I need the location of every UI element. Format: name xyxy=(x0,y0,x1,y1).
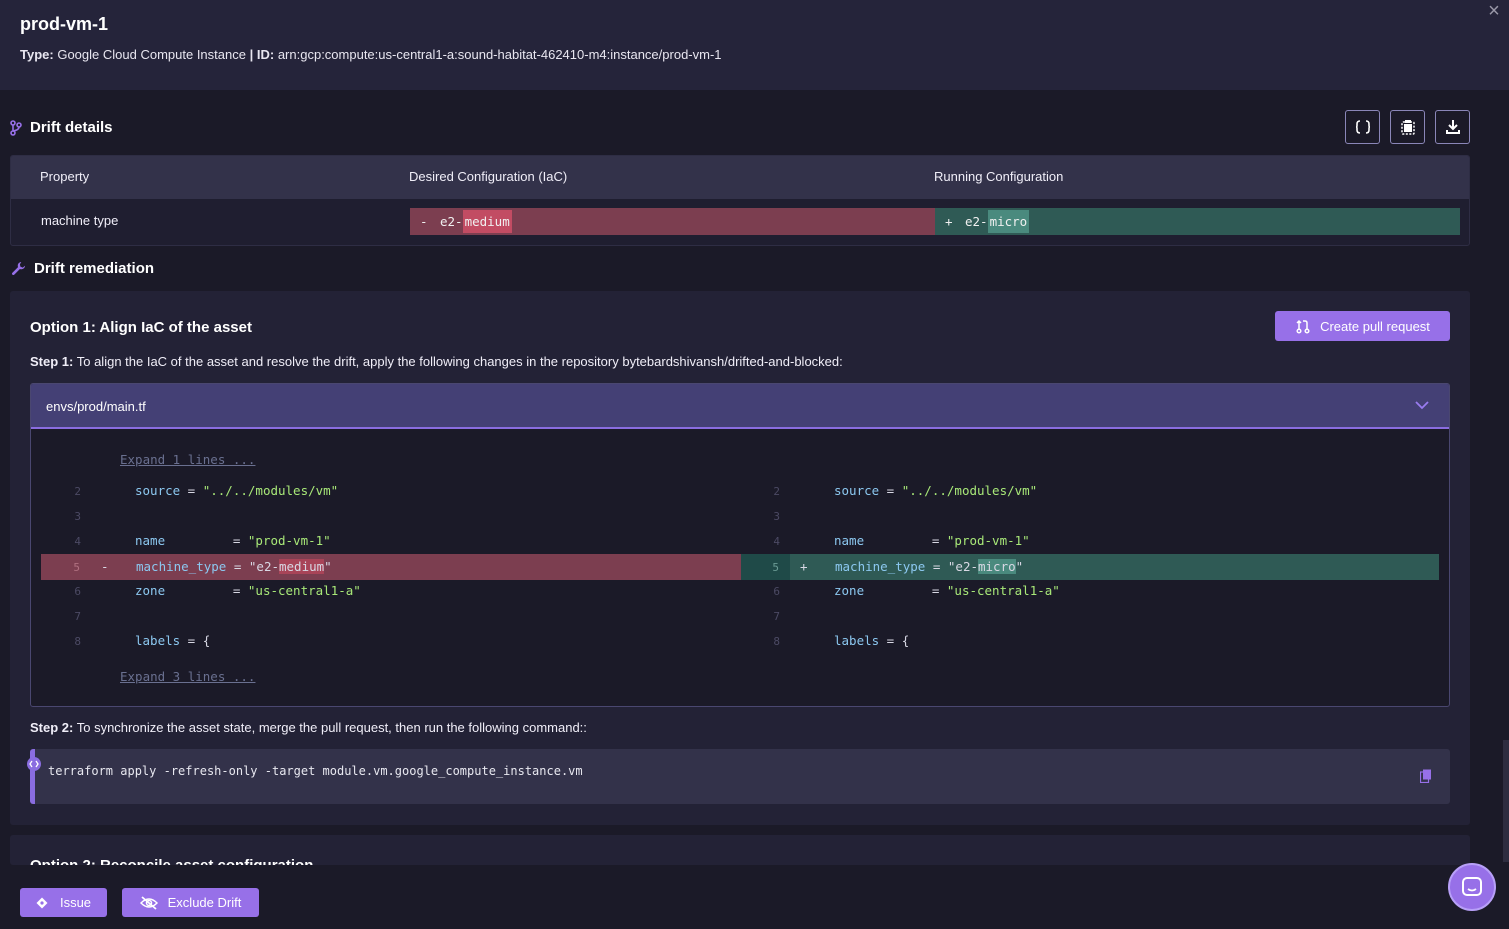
line-number: 6 xyxy=(773,585,780,598)
type-label: Type: xyxy=(20,47,54,62)
id-label: ID: xyxy=(256,47,275,62)
eye-off-icon xyxy=(139,895,158,910)
view-json-button[interactable] xyxy=(1345,110,1380,144)
property-name: machine type xyxy=(41,213,119,228)
column-header-running: Running Configuration xyxy=(934,169,1064,184)
removed-line-row: 5 - machine_type = "e2-medium" xyxy=(41,554,741,580)
step1-label: Step 1: xyxy=(30,354,74,369)
separator: | xyxy=(249,47,254,62)
code-line: name = "prod-vm-1" xyxy=(834,533,1030,548)
running-prefix: e2- xyxy=(965,214,988,229)
line-number: 3 xyxy=(74,510,81,523)
wrench-icon xyxy=(12,261,26,275)
desired-value-cell: - e2- medium xyxy=(410,208,935,235)
close-icon[interactable]: × xyxy=(1488,0,1500,22)
added-line-row: + machine_type = "e2-micro" xyxy=(790,554,1439,580)
json-icon xyxy=(1355,120,1370,134)
added-line-gutter: 5 xyxy=(741,554,790,580)
code-line: zone = "us-central1-a" xyxy=(135,583,361,598)
line-number: 5 xyxy=(73,561,80,574)
asset-subline: Type: Google Cloud Compute Instance | ID… xyxy=(20,47,722,62)
line-number: 3 xyxy=(773,510,780,523)
copy-button[interactable] xyxy=(1390,110,1425,144)
chat-icon xyxy=(1462,877,1482,896)
command-block: terraform apply -refresh-only -target mo… xyxy=(27,749,1450,804)
terraform-command[interactable]: terraform apply -refresh-only -target mo… xyxy=(48,764,583,778)
diff-plus-sign: + xyxy=(800,559,808,574)
step2-text: Step 2: To synchronize the asset state, … xyxy=(30,720,587,735)
file-name: envs/prod/main.tf xyxy=(46,399,146,414)
line-number: 4 xyxy=(74,535,81,548)
asset-header: prod-vm-1 Type: Google Cloud Compute Ins… xyxy=(0,0,1509,90)
diamond-icon xyxy=(36,897,48,908)
diff-minus-sign: - xyxy=(101,559,109,574)
step2-description: To synchronize the asset state, merge th… xyxy=(76,720,587,735)
copy-icon[interactable] xyxy=(1420,769,1432,783)
file-diff-box: envs/prod/main.tf Expand 1 lines ... 2 s… xyxy=(30,383,1450,707)
id-value: arn:gcp:compute:us-central1-a:sound-habi… xyxy=(277,47,722,62)
option2-panel: Option 2: Reconcile asset configuration xyxy=(10,835,1470,865)
pull-request-icon xyxy=(1296,319,1310,334)
step1-text: Step 1: To align the IaC of the asset an… xyxy=(30,354,843,369)
issue-button[interactable]: Issue xyxy=(20,888,107,917)
scrollbar[interactable] xyxy=(1503,740,1509,862)
diff-plus-sign: + xyxy=(945,214,953,229)
line-number: 6 xyxy=(74,585,81,598)
drift-details-title: Drift details xyxy=(30,119,113,136)
code-line: labels = { xyxy=(834,633,910,648)
exclude-drift-label: Exclude Drift xyxy=(167,895,242,910)
step1-description: To align the IaC of the asset and resolv… xyxy=(76,354,843,369)
asset-title: prod-vm-1 xyxy=(20,14,109,34)
branch-icon xyxy=(10,119,22,136)
desired-highlight: medium xyxy=(462,210,512,233)
line-number: 4 xyxy=(773,535,780,548)
issue-label: Issue xyxy=(59,895,92,910)
code-line: source = "../../modules/vm" xyxy=(135,483,339,498)
line-number: 2 xyxy=(773,485,780,498)
drift-table: Property Desired Configuration (IaC) Run… xyxy=(10,155,1470,246)
running-value-cell: + e2- micro xyxy=(935,208,1460,235)
download-icon xyxy=(1445,120,1460,134)
download-button[interactable] xyxy=(1435,110,1470,144)
file-diff-header[interactable]: envs/prod/main.tf xyxy=(31,384,1449,429)
desired-prefix: e2- xyxy=(440,214,463,229)
type-value: Google Cloud Compute Instance xyxy=(57,47,246,62)
option2-title: Option 2: Reconcile asset configuration xyxy=(30,857,313,865)
code-line: source = "../../modules/vm" xyxy=(834,483,1038,498)
code-line: machine_type = "e2-medium" xyxy=(136,559,332,574)
footer-bar: Issue Exclude Drift xyxy=(0,865,1509,929)
line-number: 5 xyxy=(772,561,779,574)
drift-remediation-heading: Drift remediation xyxy=(11,260,154,277)
expand-top-link[interactable]: Expand 1 lines ... xyxy=(120,452,256,467)
code-line: zone = "us-central1-a" xyxy=(834,583,1060,598)
drift-table-header: Property Desired Configuration (IaC) Run… xyxy=(11,156,1469,199)
code-line: machine_type = "e2-micro" xyxy=(835,559,1024,574)
create-pull-request-button[interactable]: Create pull request xyxy=(1275,311,1450,341)
expand-bottom-link[interactable]: Expand 3 lines ... xyxy=(120,669,256,684)
running-highlight: micro xyxy=(987,210,1030,233)
diff-minus-sign: - xyxy=(420,214,428,229)
column-header-desired: Desired Configuration (IaC) xyxy=(409,169,568,184)
code-line: name = "prod-vm-1" xyxy=(135,533,331,548)
line-number: 2 xyxy=(74,485,81,498)
exclude-drift-button[interactable]: Exclude Drift xyxy=(122,888,259,917)
code-line: labels = { xyxy=(135,633,211,648)
clipboard-icon xyxy=(1400,120,1415,135)
drift-remediation-title: Drift remediation xyxy=(34,260,155,277)
create-pull-request-label: Create pull request xyxy=(1320,318,1430,334)
drift-details-heading: Drift details xyxy=(10,119,113,136)
line-number: 8 xyxy=(74,635,81,648)
line-number: 7 xyxy=(74,610,81,623)
line-number: 8 xyxy=(773,635,780,648)
line-number: 7 xyxy=(773,610,780,623)
chat-button[interactable] xyxy=(1448,863,1496,911)
option1-title: Option 1: Align IaC of the asset xyxy=(30,319,252,336)
column-header-property: Property xyxy=(40,169,90,184)
code-icon xyxy=(27,757,41,771)
chevron-down-icon[interactable] xyxy=(1415,400,1429,410)
step2-label: Step 2: xyxy=(30,720,74,735)
